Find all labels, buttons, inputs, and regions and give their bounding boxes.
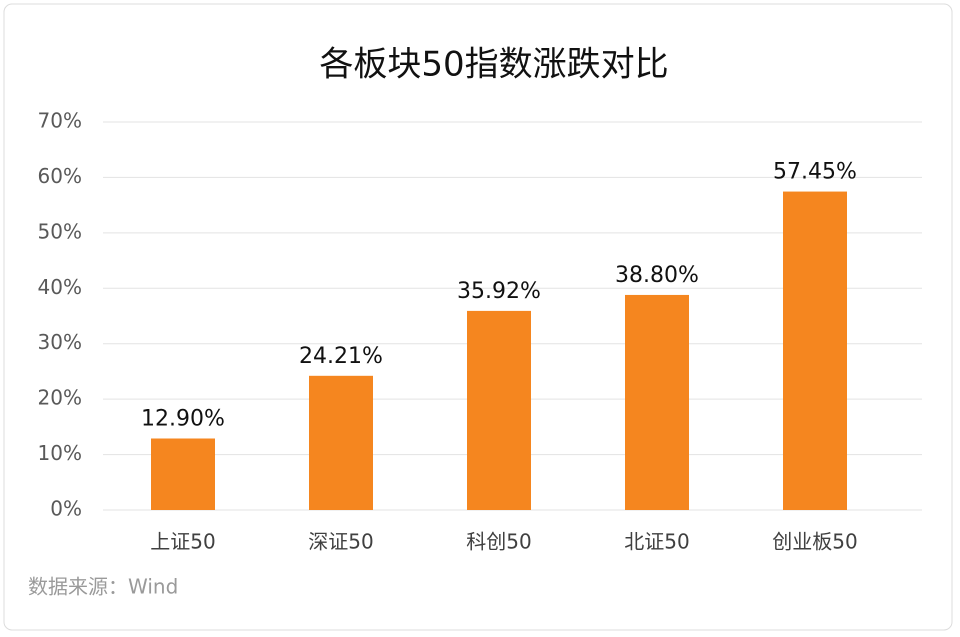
value-label: 38.80% bbox=[615, 263, 699, 288]
value-label: 57.45% bbox=[773, 160, 857, 185]
bar bbox=[309, 375, 373, 510]
y-tick-label: 60% bbox=[38, 164, 82, 188]
bar bbox=[625, 294, 689, 510]
y-tick-label: 30% bbox=[38, 330, 82, 354]
value-label: 12.90% bbox=[141, 406, 225, 431]
x-tick-label: 科创50 bbox=[466, 530, 531, 554]
bar bbox=[467, 310, 531, 510]
x-tick-label: 深证50 bbox=[308, 530, 373, 554]
chart-title: 各板块50指数涨跌对比 bbox=[319, 45, 668, 85]
x-tick-label: 上证50 bbox=[150, 530, 215, 554]
source-note: 数据来源：Wind bbox=[28, 575, 178, 599]
value-label: 35.92% bbox=[457, 279, 541, 304]
y-tick-label: 50% bbox=[38, 219, 82, 243]
value-label: 24.21% bbox=[299, 344, 383, 369]
y-tick-label: 10% bbox=[38, 441, 82, 465]
x-tick-label: 创业板50 bbox=[772, 530, 857, 554]
y-tick-label: 40% bbox=[38, 275, 82, 299]
y-tick-label: 20% bbox=[38, 386, 82, 410]
y-tick-label: 70% bbox=[38, 109, 82, 133]
bar bbox=[151, 438, 215, 510]
bar bbox=[783, 191, 847, 510]
x-tick-label: 北证50 bbox=[624, 530, 689, 554]
y-tick-label: 0% bbox=[50, 497, 82, 521]
